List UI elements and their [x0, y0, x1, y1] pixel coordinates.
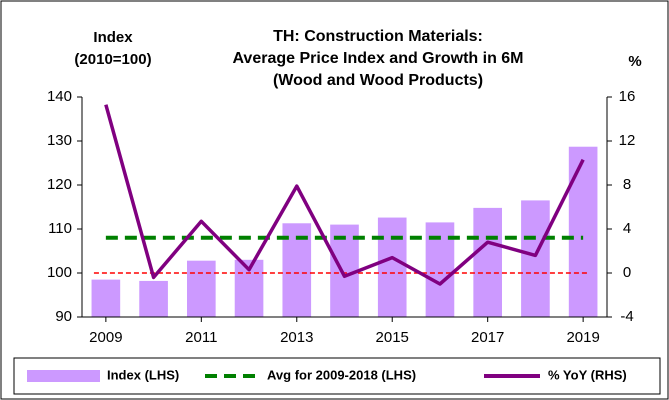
x-tick-label: 2013	[280, 329, 313, 346]
y2-tick-label: 0	[623, 264, 631, 281]
legend-label: % YoY (RHS)	[548, 367, 627, 382]
y-tick-label: 120	[47, 176, 72, 193]
y2-tick-label: 12	[619, 132, 636, 149]
y2-tick-label: 8	[623, 176, 631, 193]
x-tick-label: 2017	[471, 329, 504, 346]
legend-swatch	[27, 370, 100, 382]
bar	[139, 280, 168, 317]
x-tick-label: 2019	[566, 329, 599, 346]
y-tick-label: 130	[47, 132, 72, 149]
yoy-line	[104, 104, 585, 286]
bar	[568, 146, 598, 317]
y2-tick-label: 16	[619, 88, 636, 105]
chart-title: (Wood and Wood Products)	[273, 72, 483, 89]
y-tick-label: 90	[55, 308, 72, 325]
x-tick-label: 2009	[89, 329, 122, 346]
y-axis-label: Index	[93, 29, 133, 46]
y2-tick-label: -4	[620, 308, 633, 325]
bar	[91, 279, 121, 317]
bar	[187, 260, 216, 317]
bar	[473, 207, 502, 317]
y2-tick-label: 4	[623, 220, 631, 237]
x-tick-label: 2015	[376, 329, 409, 346]
x-tick-label: 2011	[185, 329, 217, 346]
legend-label: Index (LHS)	[107, 367, 179, 382]
chart-title: TH: Construction Materials:	[273, 28, 483, 45]
y-tick-label: 110	[48, 220, 72, 237]
y2-axis-label: %	[628, 53, 641, 70]
bar	[521, 200, 550, 317]
legend-box	[13, 357, 661, 395]
y-tick-label: 140	[47, 88, 72, 105]
y-axis-label: (2010=100)	[74, 51, 151, 68]
y-tick-label: 100	[47, 264, 72, 281]
legend-label: Avg for 2009-2018 (LHS)	[267, 367, 416, 382]
bar	[377, 217, 407, 317]
chart-title: Average Price Index and Growth in 6M	[232, 50, 523, 67]
